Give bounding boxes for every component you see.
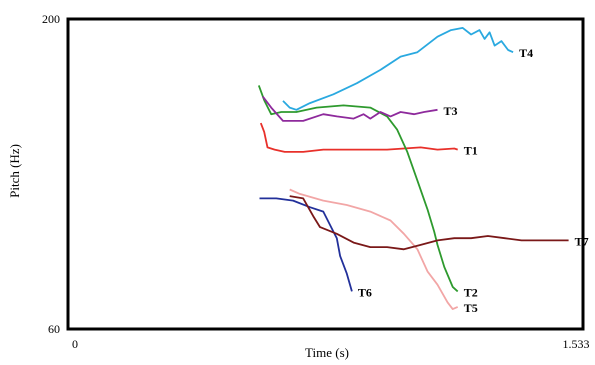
y-tick-bottom: 60 xyxy=(48,322,60,336)
series-label-t6: T6 xyxy=(358,285,372,299)
series-line-t5 xyxy=(289,188,459,311)
series-line-t4 xyxy=(282,26,514,111)
series-label-t3: T3 xyxy=(444,104,458,118)
series-line-t3 xyxy=(262,95,438,122)
y-axis-title: Pitch (Hz) xyxy=(7,144,22,198)
series-label-t7: T7 xyxy=(575,234,589,248)
series-line-t6 xyxy=(259,197,353,292)
x-tick-left: 0 xyxy=(72,337,78,351)
series-label-t5: T5 xyxy=(464,301,478,315)
x-tick-right: 1.533 xyxy=(563,337,590,351)
plot-frame xyxy=(66,17,585,331)
x-axis-title: Time (s) xyxy=(305,345,349,360)
series-line-t7 xyxy=(289,195,569,251)
series-line-t1 xyxy=(259,122,458,153)
series-label-t4: T4 xyxy=(519,46,533,60)
series-label-t2: T2 xyxy=(464,285,478,299)
series-label-t1: T1 xyxy=(464,144,478,158)
series-layer: T1 T2 T3 T4 T5 T6 T7 xyxy=(257,26,589,315)
y-tick-top: 200 xyxy=(42,12,60,26)
series-line-t2 xyxy=(257,85,459,293)
